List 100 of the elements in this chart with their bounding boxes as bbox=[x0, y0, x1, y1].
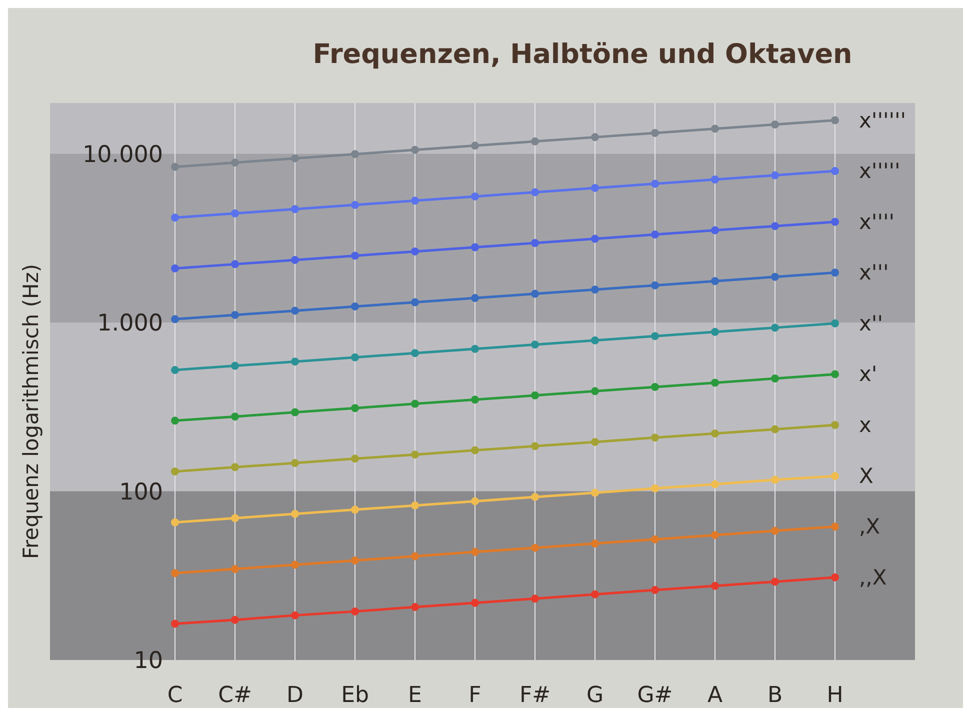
x-tick-label: Eb bbox=[341, 683, 369, 708]
series-label: ,X bbox=[859, 514, 880, 539]
point bbox=[291, 256, 299, 264]
point bbox=[411, 603, 419, 612]
series-label: X bbox=[859, 464, 874, 488]
point bbox=[231, 463, 239, 472]
point bbox=[831, 167, 839, 176]
point bbox=[351, 404, 359, 412]
point bbox=[531, 239, 539, 248]
point bbox=[351, 454, 359, 463]
point bbox=[291, 154, 299, 162]
y-tick-label: 1.000 bbox=[97, 310, 163, 337]
point bbox=[171, 620, 179, 628]
point bbox=[231, 158, 239, 167]
point bbox=[411, 349, 419, 358]
point bbox=[231, 209, 239, 218]
point bbox=[831, 319, 839, 328]
series-label: x bbox=[859, 413, 872, 438]
point bbox=[771, 272, 779, 281]
series-label: x' bbox=[859, 362, 878, 386]
point bbox=[471, 344, 479, 353]
point bbox=[411, 501, 419, 510]
series-label: x'' bbox=[859, 311, 883, 336]
point bbox=[471, 497, 479, 506]
point bbox=[531, 391, 539, 400]
point bbox=[831, 472, 839, 480]
point bbox=[831, 268, 839, 277]
point bbox=[651, 230, 659, 239]
point bbox=[651, 535, 659, 544]
point bbox=[471, 548, 479, 556]
series-label: x''' bbox=[859, 260, 889, 285]
point bbox=[771, 374, 779, 382]
point bbox=[591, 590, 599, 598]
point bbox=[291, 306, 299, 315]
point bbox=[531, 137, 539, 146]
point bbox=[771, 526, 779, 535]
point bbox=[531, 492, 539, 501]
point bbox=[411, 400, 419, 408]
point bbox=[711, 429, 719, 438]
point bbox=[591, 387, 599, 396]
point bbox=[831, 116, 839, 124]
point bbox=[711, 378, 719, 387]
point bbox=[291, 205, 299, 214]
point bbox=[171, 162, 179, 171]
point bbox=[411, 552, 419, 560]
point bbox=[231, 616, 239, 624]
point bbox=[591, 184, 599, 192]
point bbox=[171, 366, 179, 374]
point bbox=[711, 277, 719, 286]
point bbox=[411, 146, 419, 154]
x-tick-label: B bbox=[767, 683, 783, 708]
x-tick-label: E bbox=[408, 683, 422, 708]
point bbox=[771, 324, 779, 332]
point bbox=[231, 412, 239, 421]
x-tick-label: A bbox=[707, 683, 723, 708]
point bbox=[291, 611, 299, 620]
point bbox=[351, 353, 359, 362]
point bbox=[351, 506, 359, 514]
point bbox=[231, 310, 239, 319]
point bbox=[651, 180, 659, 188]
point bbox=[471, 192, 479, 200]
point bbox=[351, 200, 359, 209]
point bbox=[471, 243, 479, 252]
point bbox=[651, 484, 659, 492]
point bbox=[651, 281, 659, 290]
point bbox=[711, 531, 719, 540]
point bbox=[591, 438, 599, 446]
point bbox=[771, 476, 779, 484]
point bbox=[771, 120, 779, 128]
x-tick-label: D bbox=[286, 683, 304, 708]
point bbox=[831, 421, 839, 430]
point bbox=[351, 252, 359, 260]
point bbox=[831, 370, 839, 378]
point bbox=[531, 544, 539, 552]
point bbox=[771, 578, 779, 586]
point bbox=[291, 358, 299, 366]
y-tick-label: 10 bbox=[134, 648, 163, 674]
point bbox=[531, 442, 539, 450]
point bbox=[411, 196, 419, 205]
point bbox=[651, 128, 659, 137]
point bbox=[771, 171, 779, 180]
point bbox=[591, 234, 599, 243]
y-tick-label: 10.000 bbox=[82, 142, 163, 168]
point bbox=[711, 226, 719, 234]
chart-title: Frequenzen, Halbtöne und Oktaven bbox=[312, 39, 852, 70]
point bbox=[231, 565, 239, 574]
point bbox=[471, 598, 479, 607]
point bbox=[531, 290, 539, 298]
point bbox=[291, 408, 299, 416]
point bbox=[591, 286, 599, 294]
point bbox=[351, 302, 359, 310]
point bbox=[231, 514, 239, 522]
point bbox=[591, 133, 599, 142]
point bbox=[411, 450, 419, 459]
series-label: x'''''' bbox=[859, 108, 906, 132]
x-tick-label: H bbox=[826, 683, 844, 708]
x-tick-label: G bbox=[586, 683, 604, 708]
point bbox=[231, 362, 239, 370]
point bbox=[171, 264, 179, 272]
x-tick-label: C# bbox=[218, 683, 252, 708]
